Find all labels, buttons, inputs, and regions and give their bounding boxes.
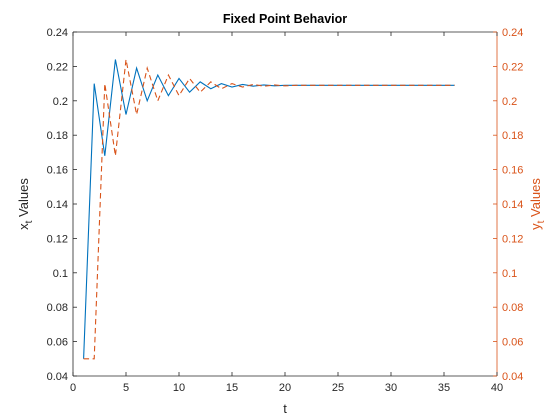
x-tick-label: 0 [70,382,76,394]
y-right-tick-label: 0.18 [502,130,523,142]
y-right-tick-label: 0.2 [502,96,517,108]
y-right-tick-label: 0.22 [502,61,523,73]
plot-background [73,32,497,376]
y-left-tick-label: 0.22 [47,61,68,73]
x-tick-label: 35 [438,382,450,394]
y-left-tick-label: 0.08 [47,302,68,314]
x-tick-label: 25 [332,382,344,394]
y-right-tick-label: 0.14 [502,199,523,211]
y-right-tick-label: 0.08 [502,302,523,314]
y-left-tick-label: 0.12 [47,233,68,245]
chart-title: Fixed Point Behavior [223,12,347,26]
x-tick-label: 5 [123,382,129,394]
y-right-tick-label: 0.1 [502,268,517,280]
y-left-tick-label: 0.04 [47,371,68,383]
x-axis-label: t [283,401,287,416]
y-left-tick-label: 0.14 [47,199,68,211]
y-right-tick-label: 0.06 [502,337,523,349]
y-right-tick-label: 0.04 [502,371,523,383]
y-left-tick-label: 0.24 [47,27,68,39]
y-axis-label-left: xt Values [16,178,35,230]
y-right-label-rest: Values [528,178,543,221]
y-left-tick-label: 0.1 [53,268,68,280]
y-left-label-rest: Values [16,178,31,221]
y-axis-label-right: yt Values [528,178,547,230]
y-right-tick-label: 0.12 [502,233,523,245]
y-right-tick-label: 0.16 [502,165,523,177]
y-left-tick-label: 0.16 [47,165,68,177]
y-left-tick-label: 0.06 [47,337,68,349]
x-tick-label: 15 [226,382,238,394]
y-right-tick-label: 0.24 [502,27,523,39]
x-tick-label: 40 [491,382,503,394]
y-left-tick-label: 0.2 [53,96,68,108]
x-tick-label: 10 [173,382,185,394]
x-tick-label: 30 [385,382,397,394]
y-left-tick-label: 0.18 [47,130,68,142]
x-tick-label: 20 [279,382,291,394]
